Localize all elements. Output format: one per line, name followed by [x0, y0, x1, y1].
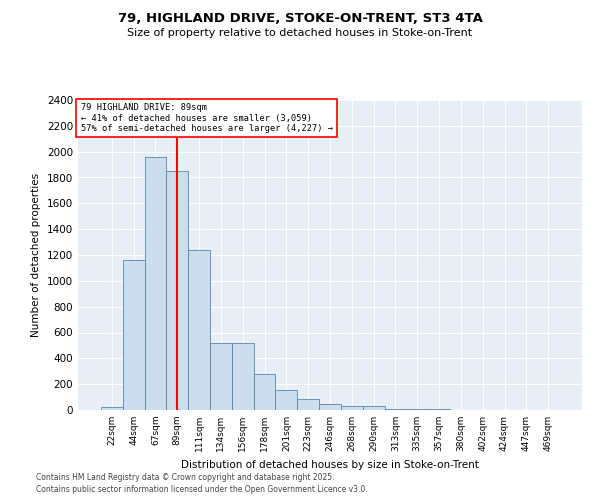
Text: Contains HM Land Registry data © Crown copyright and database right 2025.: Contains HM Land Registry data © Crown c…	[36, 472, 335, 482]
Bar	[385, 408, 406, 410]
Bar	[145, 157, 166, 410]
Text: 79 HIGHLAND DRIVE: 89sqm
← 41% of detached houses are smaller (3,059)
57% of sem: 79 HIGHLAND DRIVE: 89sqm ← 41% of detach…	[80, 103, 332, 133]
Y-axis label: Number of detached properties: Number of detached properties	[31, 173, 41, 337]
Bar	[363, 406, 385, 410]
Bar	[341, 406, 363, 410]
Bar	[275, 390, 297, 410]
Bar	[101, 407, 123, 410]
Bar	[188, 250, 210, 410]
Bar	[210, 344, 232, 410]
Bar	[319, 404, 341, 410]
Bar	[254, 374, 275, 410]
Text: 79, HIGHLAND DRIVE, STOKE-ON-TRENT, ST3 4TA: 79, HIGHLAND DRIVE, STOKE-ON-TRENT, ST3 …	[118, 12, 482, 26]
X-axis label: Distribution of detached houses by size in Stoke-on-Trent: Distribution of detached houses by size …	[181, 460, 479, 469]
Bar	[123, 260, 145, 410]
Text: Contains public sector information licensed under the Open Government Licence v3: Contains public sector information licen…	[36, 485, 368, 494]
Text: Size of property relative to detached houses in Stoke-on-Trent: Size of property relative to detached ho…	[127, 28, 473, 38]
Bar	[166, 171, 188, 410]
Bar	[297, 399, 319, 410]
Bar	[232, 344, 254, 410]
